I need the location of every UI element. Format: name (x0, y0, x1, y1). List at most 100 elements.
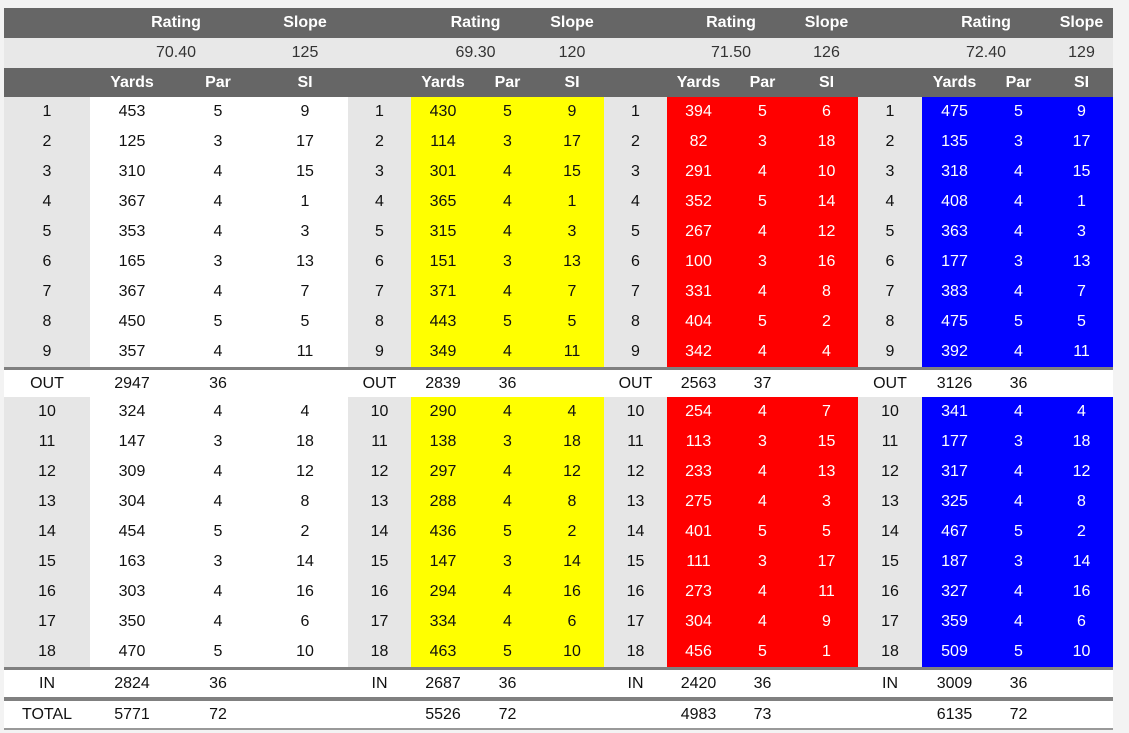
hole-par: 3 (174, 547, 262, 577)
hole-par: 3 (987, 427, 1050, 457)
hole-par: 4 (475, 487, 540, 517)
hole-number: 7 (604, 277, 667, 307)
hole-par: 4 (730, 577, 795, 607)
hole-par: 5 (174, 97, 262, 127)
hole-si: 6 (1050, 607, 1113, 637)
hole-par: 4 (987, 217, 1050, 247)
hole-number: 15 (858, 547, 922, 577)
in-par: 36 (730, 667, 795, 699)
hole-number: 6 (348, 247, 411, 277)
spacer (348, 68, 411, 97)
hole-si: 8 (540, 487, 604, 517)
hole-par: 4 (174, 187, 262, 217)
hole-row: 11 147 3 18 11 138 3 18 11 113 3 15 11 177 3 18 (4, 427, 1113, 457)
hole-yards: 353 (90, 217, 174, 247)
slope-value: 125 (262, 38, 348, 68)
hole-yards: 394 (667, 97, 730, 127)
hole-number: 14 (604, 517, 667, 547)
hole-par: 5 (987, 307, 1050, 337)
spacer (795, 667, 858, 699)
hole-par: 5 (987, 637, 1050, 669)
rating-values-row: 70.40 125 69.30 120 71.50 126 72.40 129 (4, 38, 1113, 68)
hole-par: 4 (987, 337, 1050, 369)
out-par: 36 (987, 367, 1050, 397)
hole-row: 10 324 4 4 10 290 4 4 10 254 4 7 10 341 4 4 (4, 397, 1113, 427)
hole-row: 18 470 5 10 18 463 5 10 18 456 5 1 18 509 5 10 (4, 637, 1113, 669)
hole-par: 3 (174, 427, 262, 457)
slope-label: Slope (795, 8, 858, 38)
hole-number: 2 (604, 127, 667, 157)
hole-par: 5 (987, 517, 1050, 547)
hole-par: 5 (174, 307, 262, 337)
hole-yards: 301 (411, 157, 475, 187)
yards-header: Yards (90, 68, 174, 97)
hole-number: 6 (858, 247, 922, 277)
hole-si: 13 (1050, 247, 1113, 277)
hole-yards: 401 (667, 517, 730, 547)
hole-si: 14 (1050, 547, 1113, 577)
hole-si: 8 (1050, 487, 1113, 517)
hole-si: 4 (1050, 397, 1113, 427)
hole-si: 9 (540, 97, 604, 127)
hole-yards: 273 (667, 577, 730, 607)
hole-par: 4 (730, 487, 795, 517)
hole-yards: 341 (922, 397, 987, 427)
par-header: Par (174, 68, 262, 97)
rating-label: Rating (90, 8, 262, 38)
hole-yards: 304 (667, 607, 730, 637)
hole-par: 4 (174, 577, 262, 607)
out-label: OUT (4, 367, 90, 397)
par-header: Par (987, 68, 1050, 97)
hole-number: 9 (348, 337, 411, 369)
hole-yards: 138 (411, 427, 475, 457)
hole-yards: 467 (922, 517, 987, 547)
hole-number: 2 (348, 127, 411, 157)
hole-si: 15 (540, 157, 604, 187)
hole-number: 8 (858, 307, 922, 337)
hole-yards: 288 (411, 487, 475, 517)
hole-yards: 392 (922, 337, 987, 369)
hole-par: 3 (475, 427, 540, 457)
hole-si: 11 (1050, 337, 1113, 369)
in-label: IN (348, 667, 411, 699)
hole-par: 4 (475, 577, 540, 607)
hole-yards: 324 (90, 397, 174, 427)
hole-number: 17 (4, 607, 90, 637)
spacer (4, 8, 90, 38)
hole-number: 11 (4, 427, 90, 457)
in-row: IN 2824 36 IN 2687 36 IN 2420 36 IN 3009 36 (4, 667, 1113, 699)
hole-si: 9 (795, 607, 858, 637)
spacer (262, 667, 348, 699)
hole-yards: 352 (667, 187, 730, 217)
yards-header: Yards (411, 68, 475, 97)
hole-number: 1 (4, 97, 90, 127)
hole-row: 4 367 4 1 4 365 4 1 4 352 5 14 4 408 4 1 (4, 187, 1113, 217)
hole-yards: 443 (411, 307, 475, 337)
hole-par: 4 (475, 337, 540, 369)
rating-label: Rating (667, 8, 795, 38)
hole-par: 3 (987, 127, 1050, 157)
total-label (858, 697, 922, 730)
slope-value: 120 (540, 38, 604, 68)
rating-value: 71.50 (667, 38, 795, 68)
hole-si: 1 (1050, 187, 1113, 217)
hole-par: 5 (730, 97, 795, 127)
hole-number: 9 (4, 337, 90, 369)
in-label: IN (4, 667, 90, 699)
hole-par: 3 (987, 247, 1050, 277)
hole-number: 13 (348, 487, 411, 517)
hole-par: 4 (475, 217, 540, 247)
hole-number: 14 (4, 517, 90, 547)
hole-par: 3 (174, 127, 262, 157)
hole-yards: 463 (411, 637, 475, 669)
spacer (540, 667, 604, 699)
spacer (1050, 367, 1113, 397)
hole-number: 11 (604, 427, 667, 457)
hole-si: 9 (262, 97, 348, 127)
hole-si: 3 (795, 487, 858, 517)
spacer (795, 367, 858, 397)
hole-si: 10 (1050, 637, 1113, 669)
hole-par: 4 (730, 157, 795, 187)
hole-si: 5 (795, 517, 858, 547)
hole-si: 14 (262, 547, 348, 577)
